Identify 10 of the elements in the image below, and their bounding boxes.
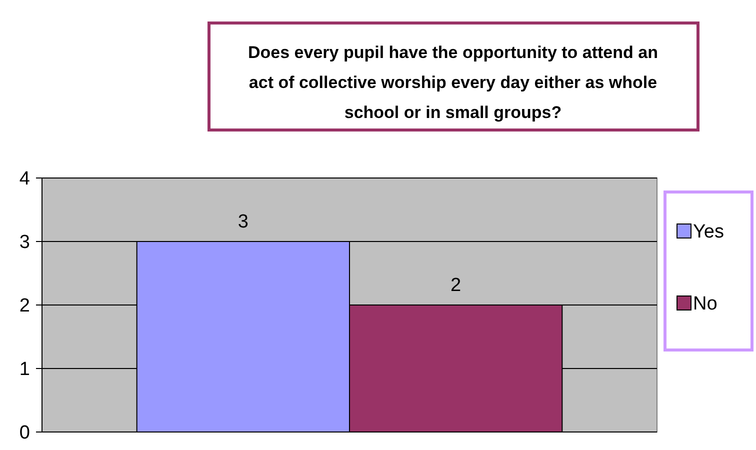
y-tick-label: 0 [19, 422, 30, 444]
chart-title: Does every pupil have the opportunity to attend an act of collective worship every day either as whole school or in small groups? [248, 43, 658, 122]
legend-label: No [693, 294, 718, 315]
legend-label: Yes [693, 222, 724, 243]
y-tick-label: 1 [19, 359, 30, 380]
y-tick-label: 2 [19, 296, 30, 317]
data-label: 3 [238, 212, 248, 232]
y-tick-label: 4 [19, 168, 30, 190]
y-tick-label: 3 [19, 232, 30, 254]
data-label: 2 [450, 275, 462, 296]
